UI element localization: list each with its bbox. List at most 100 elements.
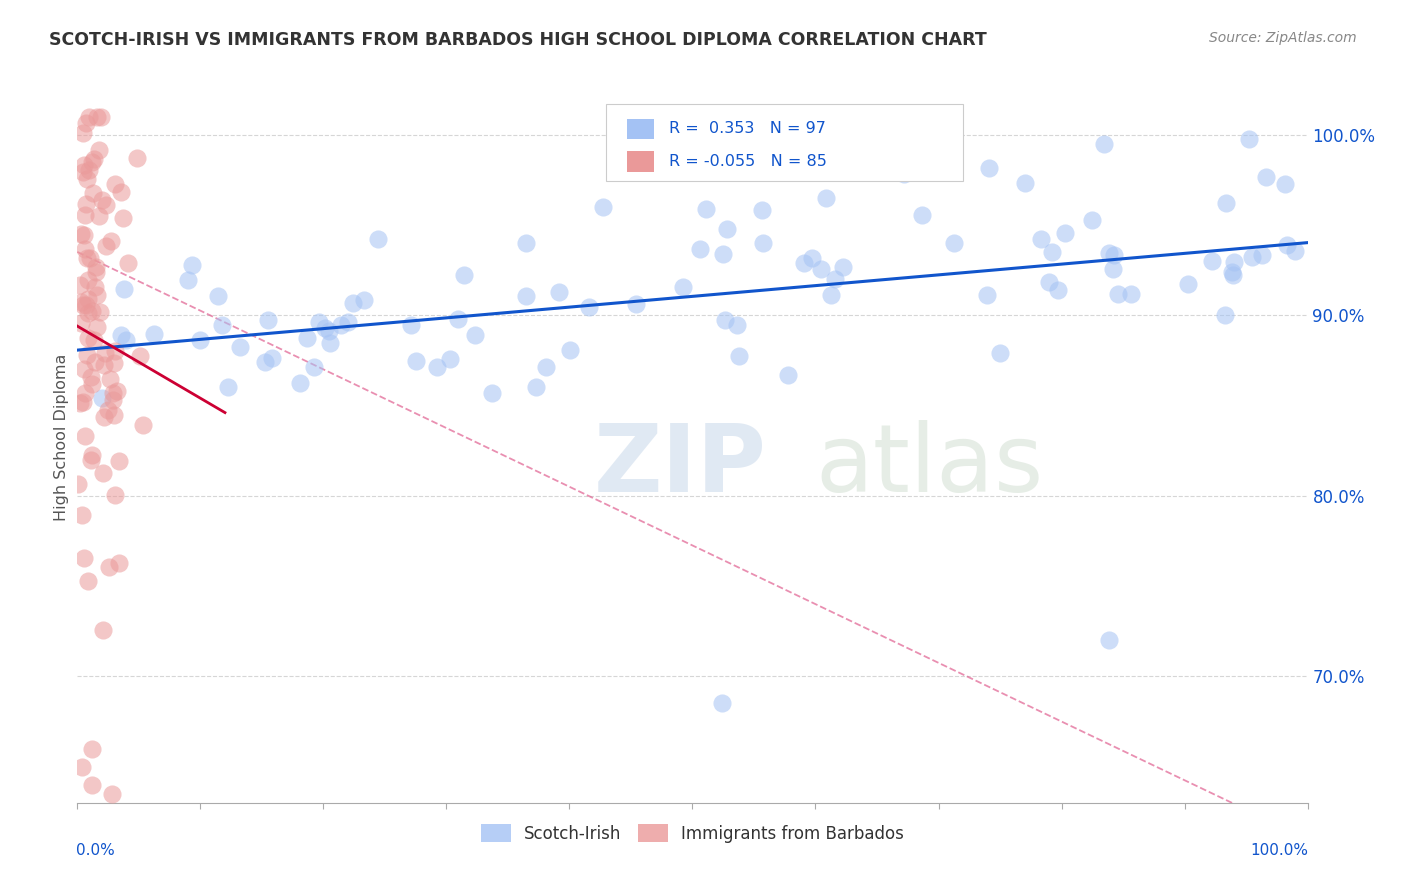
Point [711, 247, 734, 261]
Point [710, 697, 733, 711]
FancyBboxPatch shape [606, 104, 963, 181]
Point [464, 328, 486, 343]
Point [1121, 287, 1143, 301]
Point [801, 251, 824, 265]
Point [1029, 232, 1052, 246]
Point [104, 177, 127, 191]
Point [1098, 245, 1121, 260]
Point [481, 385, 503, 400]
Point [353, 293, 375, 307]
Point [80, 376, 103, 391]
Point [592, 200, 614, 214]
Point [426, 360, 449, 375]
Point [254, 354, 277, 368]
Point [72, 298, 94, 312]
Point [1101, 261, 1123, 276]
Point [89, 305, 111, 319]
Point [80, 303, 103, 318]
Point [1201, 254, 1223, 268]
Text: SCOTCH-IRISH VS IMMIGRANTS FROM BARBADOS HIGH SCHOOL DIPLOMA CORRELATION CHART: SCOTCH-IRISH VS IMMIGRANTS FROM BARBADOS… [49, 31, 987, 49]
Point [69, 395, 91, 409]
Point [824, 272, 846, 286]
Point [257, 312, 280, 326]
Point [103, 356, 125, 370]
Point [1222, 268, 1244, 283]
Point [515, 289, 537, 303]
Point [79, 251, 101, 265]
Point [76, 172, 98, 186]
Point [89, 209, 111, 223]
Point [86, 260, 108, 274]
Point [672, 280, 695, 294]
Point [1102, 248, 1125, 262]
Point [714, 313, 737, 327]
Point [83, 333, 105, 347]
Point [188, 333, 211, 347]
Point [108, 454, 131, 468]
Point [207, 289, 229, 303]
Point [103, 409, 125, 423]
Point [177, 273, 200, 287]
Point [1222, 265, 1244, 279]
Point [80, 369, 103, 384]
Point [72, 164, 94, 178]
Point [83, 355, 105, 369]
Point [115, 333, 138, 347]
Point [104, 344, 127, 359]
Point [695, 202, 717, 216]
Point [977, 161, 1000, 176]
Point [73, 385, 96, 400]
Point [83, 152, 105, 166]
Point [110, 327, 132, 342]
Point [308, 315, 330, 329]
Point [329, 318, 352, 332]
Text: R = -0.055   N = 85: R = -0.055 N = 85 [669, 154, 827, 169]
Point [728, 349, 751, 363]
Point [91, 467, 114, 481]
Point [893, 167, 915, 181]
Point [93, 358, 115, 372]
Text: atlas: atlas [815, 420, 1043, 512]
Point [100, 787, 122, 801]
Point [117, 255, 139, 269]
Point [84, 265, 107, 279]
Point [810, 261, 832, 276]
Point [76, 273, 98, 287]
Point [725, 318, 748, 333]
Point [91, 193, 114, 207]
Point [1038, 275, 1060, 289]
Point [211, 318, 233, 333]
Point [1215, 196, 1237, 211]
Point [752, 235, 775, 250]
Point [1092, 136, 1115, 151]
Point [547, 285, 569, 300]
Point [93, 409, 115, 424]
Point [318, 324, 340, 338]
Point [82, 741, 104, 756]
Point [262, 351, 284, 366]
Point [70, 227, 93, 241]
Point [108, 556, 131, 570]
Point [80, 155, 103, 169]
Text: ZIP: ZIP [595, 420, 766, 512]
Point [1237, 132, 1260, 146]
Point [86, 320, 108, 334]
Point [112, 282, 135, 296]
Point [91, 623, 114, 637]
Text: 100.0%: 100.0% [1251, 843, 1309, 858]
Point [832, 260, 855, 274]
Point [942, 235, 965, 250]
Point [342, 295, 364, 310]
Point [127, 151, 149, 165]
Point [76, 252, 98, 266]
Point [93, 346, 115, 360]
Point [976, 288, 998, 302]
Point [73, 158, 96, 172]
Point [319, 335, 342, 350]
FancyBboxPatch shape [627, 152, 654, 172]
Point [77, 305, 100, 319]
Point [453, 268, 475, 283]
Point [1277, 237, 1299, 252]
Point [1254, 170, 1277, 185]
Point [793, 256, 815, 270]
